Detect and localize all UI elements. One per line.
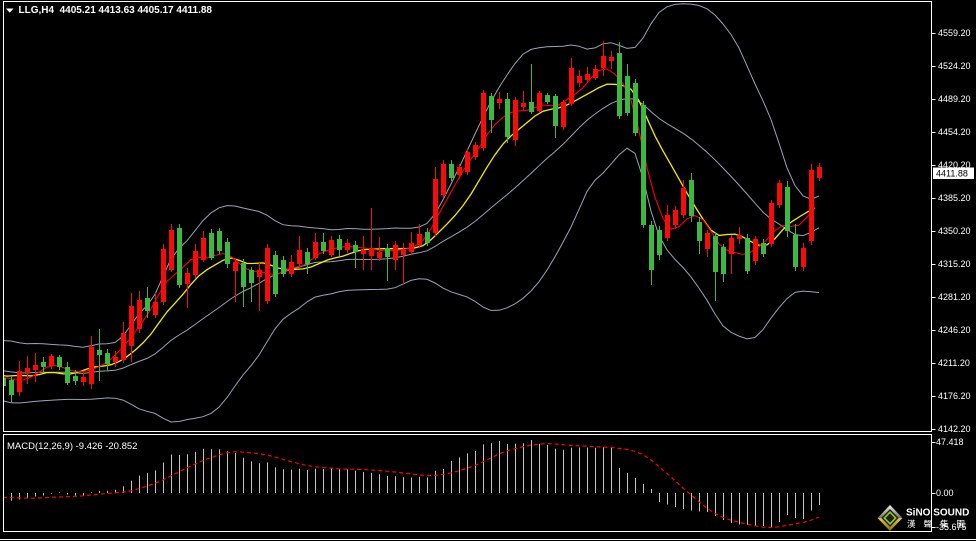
svg-text:4559.20: 4559.20 [938,28,971,38]
svg-text:4385.20: 4385.20 [938,193,971,203]
svg-text:4246.20: 4246.20 [938,325,971,335]
svg-text:4211.20: 4211.20 [938,358,970,368]
svg-text:4315.20: 4315.20 [938,259,971,269]
svg-text:4420.20: 4420.20 [938,160,971,170]
svg-text:0.00: 0.00 [936,488,954,498]
svg-text:4411.88: 4411.88 [936,169,968,179]
svg-text:4281.20: 4281.20 [938,292,971,302]
svg-text:-35.675: -35.675 [936,522,967,532]
svg-text:4524.20: 4524.20 [938,61,971,71]
svg-text:4176.20: 4176.20 [938,391,971,401]
svg-text:4350.20: 4350.20 [938,226,971,236]
svg-text:47.418: 47.418 [936,437,964,447]
svg-text:4142.20: 4142.20 [938,424,971,434]
svg-text:LLG,H4 4405.21 4413.63 4405.1: LLG,H4 4405.21 4413.63 4405.17 4411.88 [19,5,213,16]
svg-text:MACD(12,26,9) -9.426 -20.852: MACD(12,26,9) -9.426 -20.852 [7,441,137,452]
svg-text:漢聲集園: 漢聲集園 [907,519,973,529]
svg-text:SiNO SOUND: SiNO SOUND [906,508,969,519]
svg-text:4489.20: 4489.20 [938,94,971,104]
svg-text:4454.20: 4454.20 [938,127,971,137]
